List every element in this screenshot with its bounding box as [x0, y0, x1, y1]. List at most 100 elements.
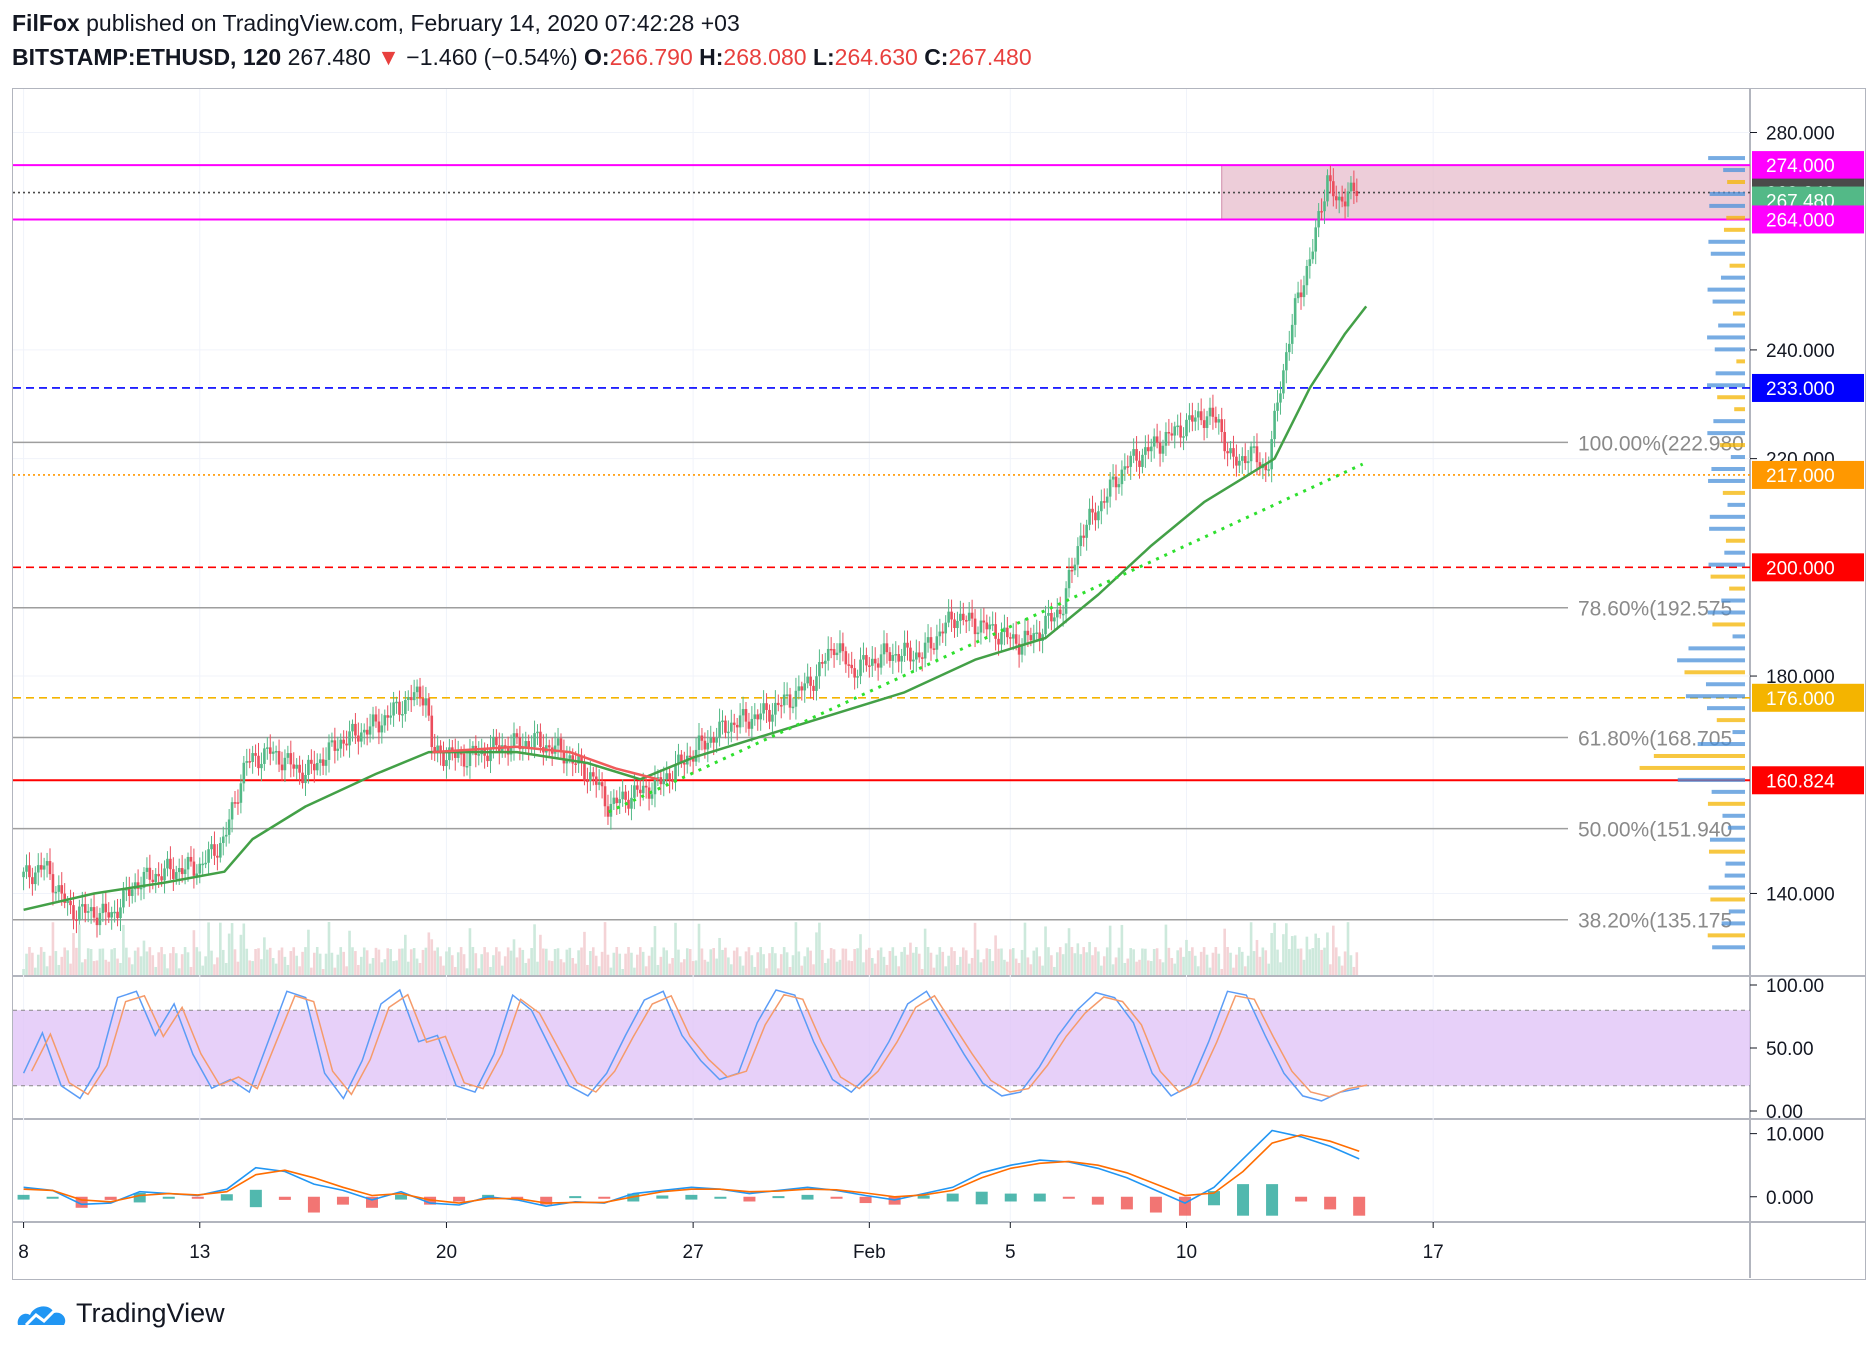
volume-bar	[81, 962, 84, 975]
candle-body	[876, 663, 880, 668]
candle-body	[257, 755, 260, 769]
volume-bar	[991, 961, 994, 975]
candle-body	[34, 872, 37, 885]
candle-body	[389, 715, 392, 718]
volume-bar	[647, 955, 651, 975]
volume-bar	[1035, 947, 1039, 975]
volume-bar	[929, 952, 933, 975]
candle-body	[1337, 196, 1341, 201]
tradingview-brand[interactable]: TradingView	[76, 1298, 225, 1328]
volume-bar	[932, 967, 936, 975]
candle-body	[976, 632, 980, 635]
candle-body	[183, 869, 187, 875]
high-label: H:	[699, 44, 724, 70]
volume-bar	[380, 962, 384, 975]
moving-average-red	[432, 745, 659, 781]
volume-bar	[1038, 956, 1041, 975]
volume-bar	[985, 948, 989, 975]
price-change: −1.460 (−0.54%)	[406, 44, 578, 70]
candle-body	[873, 658, 877, 664]
volume-bar	[1070, 947, 1074, 975]
volume-bar	[1132, 949, 1135, 975]
volume-bar	[462, 954, 466, 975]
volume-bar	[298, 966, 301, 975]
author-name[interactable]: FilFox	[12, 10, 80, 36]
volume-bar	[1355, 952, 1359, 975]
volume-bar	[1185, 939, 1188, 975]
candle-body	[1000, 632, 1003, 645]
volume-bar	[92, 961, 96, 975]
candle-body	[1179, 425, 1182, 438]
candle-body	[1302, 285, 1306, 298]
candle-body	[870, 658, 874, 666]
volume-bar	[1211, 952, 1215, 975]
candle-body	[1111, 476, 1115, 480]
volume-bar	[768, 953, 771, 975]
candle-body	[1191, 415, 1194, 422]
candle-body	[1214, 416, 1218, 423]
volume-profile-bar	[1707, 383, 1745, 388]
volume-profile-bar	[1677, 658, 1745, 663]
volume-bar	[865, 949, 868, 975]
candle-body	[1211, 407, 1215, 417]
candle-body	[192, 861, 196, 876]
volume-profile-bar	[1710, 897, 1745, 902]
volume-bar	[868, 947, 871, 975]
volume-bar	[1340, 965, 1344, 975]
candle-body	[953, 619, 956, 629]
candle-body	[1343, 201, 1347, 207]
volume-bar	[771, 947, 774, 975]
candle-body	[762, 703, 765, 714]
volume-bar	[638, 947, 642, 975]
candle-body	[944, 622, 947, 634]
volume-bar	[618, 953, 622, 975]
volume-bar	[785, 952, 789, 975]
volume-bar	[912, 952, 915, 975]
candle-body	[1287, 343, 1291, 353]
macd-histogram-bar	[772, 1196, 785, 1199]
candle-body	[727, 731, 730, 734]
volume-bar	[1017, 962, 1021, 975]
candle-body	[788, 694, 792, 708]
last-price: 267.480	[287, 44, 371, 70]
support-trendline	[607, 462, 1364, 814]
candle-body	[318, 759, 322, 763]
volume-bar	[1097, 951, 1100, 975]
volume-bar	[151, 955, 155, 975]
symbol-label[interactable]: BITSTAMP:ETHUSD, 120	[12, 44, 282, 70]
volume-bar	[101, 948, 105, 975]
close-label: C:	[924, 44, 949, 70]
volume-profile-bar	[1685, 694, 1745, 699]
candle-body	[368, 726, 372, 735]
volume-bar	[204, 956, 207, 975]
candle-body	[127, 889, 131, 896]
volume-bar	[318, 953, 322, 975]
candle-body	[756, 714, 760, 720]
volume-bar	[950, 947, 953, 975]
candle-body	[979, 620, 983, 633]
chart-frame[interactable]	[12, 88, 1866, 1280]
candle-body	[615, 797, 619, 804]
price-tag	[1752, 683, 1864, 712]
candle-body	[357, 735, 360, 742]
candle-body	[503, 745, 507, 747]
volume-bar	[365, 950, 369, 975]
candle-body	[145, 867, 149, 872]
candle-body	[1029, 635, 1033, 641]
volume-bar	[1129, 948, 1132, 975]
candle-body	[597, 782, 601, 785]
volume-bar	[233, 949, 237, 975]
candle-body	[327, 742, 331, 760]
volume-bar	[1161, 962, 1165, 975]
volume-bar	[433, 950, 437, 975]
candle-body	[506, 746, 510, 755]
candle-body	[638, 789, 642, 794]
volume-bar	[1029, 964, 1033, 975]
volume-bar	[815, 932, 818, 975]
stoch-y-tick-label: 100.00	[1766, 976, 1824, 997]
candle-body	[1282, 370, 1285, 394]
volume-bar	[1158, 959, 1162, 975]
candle-body	[351, 723, 354, 732]
candle-body	[139, 887, 143, 890]
